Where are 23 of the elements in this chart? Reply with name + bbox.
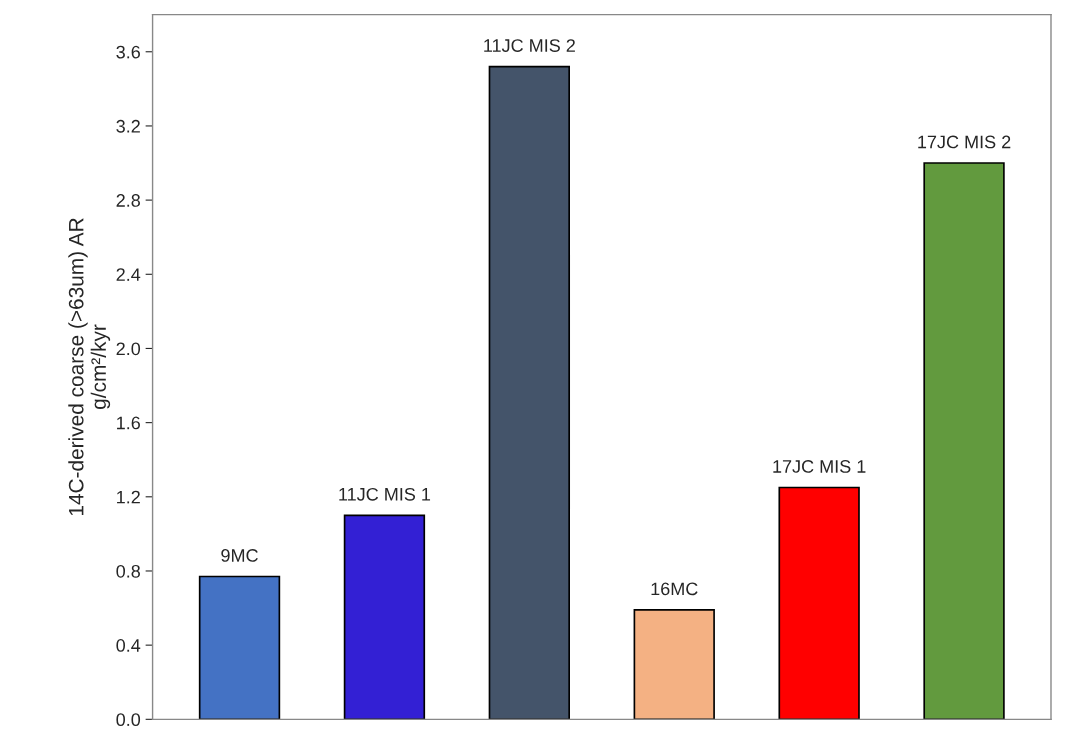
x-tick-label: 17JC MIS 2 — [918, 135, 1011, 149]
bar — [198, 575, 281, 720]
x-tick-label: 9MC — [221, 549, 258, 562]
x-tick-label: 16MC — [651, 582, 698, 596]
y-tick-label: 2.4 — [116, 268, 141, 281]
x-tick-label: 17JC MIS 1 — [773, 460, 866, 473]
y-tick-label: 1.2 — [117, 490, 140, 504]
x-tick-label: 11JC MIS 2 — [484, 39, 575, 52]
y-tick-label: 0.0 — [116, 713, 141, 727]
y-tick-label: 3.2 — [116, 119, 140, 133]
y-tick-label: 1.6 — [117, 416, 140, 430]
x-tick-label: 11JC MIS 1 — [339, 487, 431, 501]
y-tick-label: 3.6 — [116, 45, 140, 59]
y-tick-label: 2.0 — [116, 342, 141, 356]
bar — [778, 486, 860, 720]
bar — [488, 65, 571, 720]
y-tick-label: 2.8 — [116, 194, 140, 207]
y-tick-label: 0.8 — [116, 564, 140, 578]
bar — [923, 162, 1005, 720]
bar — [343, 514, 426, 720]
bar — [633, 609, 715, 720]
y-axis-title: 14C-derived coarse (>63um) AR g/cm²/kyr — [68, 218, 111, 516]
y-tick-label: 0.4 — [116, 639, 141, 652]
